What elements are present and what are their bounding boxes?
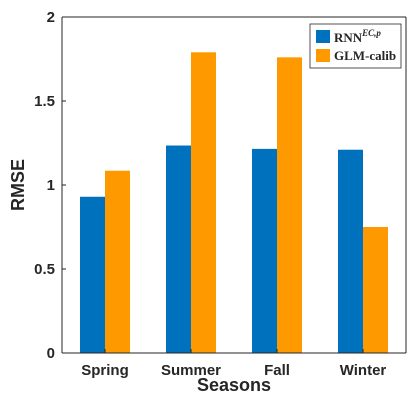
x-ticks-group: Spring Summer Fall Winter bbox=[81, 349, 386, 379]
x-tick-label-fall: Fall bbox=[264, 362, 290, 379]
legend-label-rnn: RNNEC,p bbox=[334, 28, 381, 45]
x-axis-label: Seasons bbox=[197, 375, 271, 395]
y-tick-label: 1.5 bbox=[34, 93, 55, 110]
bar-summer-series-1 bbox=[191, 52, 216, 353]
legend: RNNEC,p GLM-calib bbox=[309, 23, 402, 69]
y-tick-label: 0.5 bbox=[34, 261, 55, 278]
bar-spring-series-1 bbox=[105, 170, 130, 353]
x-tick-label-spring: Spring bbox=[81, 362, 129, 379]
bars-group bbox=[80, 52, 388, 353]
y-tick-label: 0 bbox=[47, 345, 55, 362]
legend-swatch-glm bbox=[316, 49, 330, 62]
bar-summer-series-0 bbox=[166, 145, 191, 353]
y-axis-label: RMSE bbox=[8, 159, 28, 211]
y-ticks-group: 0 0.5 1 1.5 2 bbox=[34, 9, 66, 362]
bar-spring-series-0 bbox=[80, 196, 105, 353]
bar-winter-series-0 bbox=[338, 149, 363, 353]
x-tick-label-winter: Winter bbox=[340, 362, 387, 379]
x-tick-label-summer: Summer bbox=[161, 362, 221, 379]
bar-fall-series-0 bbox=[252, 148, 277, 353]
y-tick-label: 1 bbox=[47, 177, 55, 194]
legend-label-glm: GLM-calib bbox=[334, 48, 396, 63]
bar-fall-series-1 bbox=[277, 57, 302, 353]
y-tick-label: 2 bbox=[47, 9, 55, 26]
legend-swatch-rnn bbox=[316, 30, 330, 43]
bar-winter-series-1 bbox=[363, 227, 388, 353]
